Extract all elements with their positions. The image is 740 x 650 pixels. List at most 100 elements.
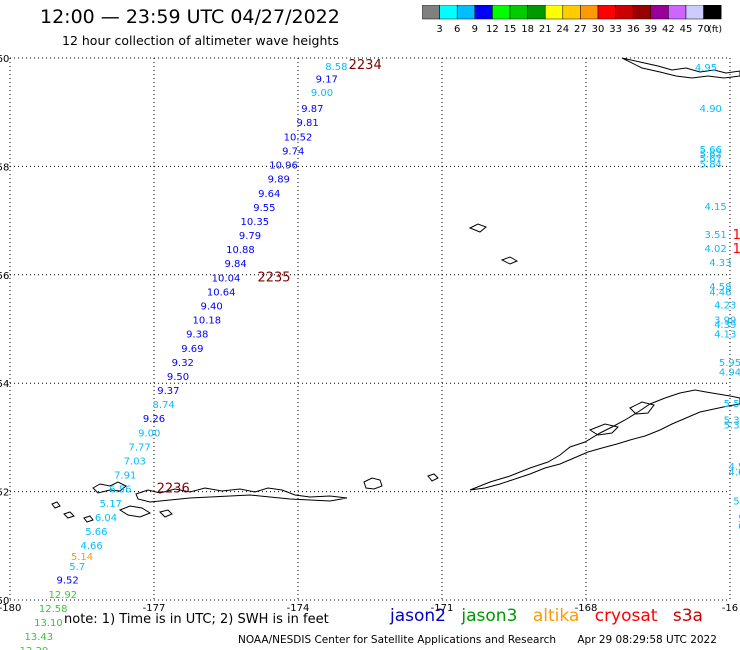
colorbar-label: 36: [627, 24, 640, 35]
units-note: note: 1) Time is in UTC; 2) SWH is in fe…: [64, 612, 329, 627]
wave-height-value: 5.36: [724, 415, 740, 426]
legend-altika: altika: [532, 606, 580, 626]
wave-height-value: 9.74: [282, 146, 304, 157]
lon-tick-label: -180: [0, 603, 21, 614]
satellite-legend: jason2 jason3 altika cryosat s3a: [390, 606, 713, 626]
wave-height-value: 5.17: [100, 499, 122, 510]
colorbar-label: 70: [697, 24, 710, 35]
coastline-islet-a: [51, 501, 61, 509]
coastline-layer: [51, 57, 740, 523]
wave-height-value: 9.32: [172, 358, 194, 369]
colorbar-label: 27: [574, 24, 587, 35]
lat-tick-label: 50: [0, 596, 9, 607]
wave-height-value: 10.88: [226, 245, 255, 256]
credit-line: NOAA/NESDIS Center for Satellite Applica…: [238, 634, 717, 646]
coastline-st-matthew: [621, 57, 740, 79]
lon-tick-label: -171: [431, 603, 454, 614]
legend-cryosat: cryosat: [594, 606, 658, 626]
coastline-islet-c: [83, 515, 94, 523]
wave-height-value: 5.66: [700, 145, 722, 156]
coastline-pribilof-a: [468, 223, 487, 233]
colorbar-label: 24: [556, 24, 569, 35]
wave-height-value: 9.84: [224, 259, 246, 270]
wave-height-value: 4.33: [709, 258, 731, 269]
colorbar-label: 21: [539, 24, 552, 35]
wave-height-value: 4.58: [709, 282, 731, 293]
pass-time-label: 1433: [733, 228, 740, 243]
wave-height-value: 9.69: [181, 344, 203, 355]
wave-height-value: 3.99: [714, 316, 736, 327]
wave-height-value: 9.89: [268, 175, 290, 186]
coastline-andreanof: [118, 505, 152, 518]
wave-height-value: 4.15: [704, 202, 726, 213]
coastline-alaska-peninsula: [469, 389, 740, 491]
colorbar-unit: (ft): [708, 25, 722, 35]
legend-s3a: s3a: [672, 606, 703, 626]
wave-height-value: 7.77: [128, 442, 150, 453]
colorbar-swatch: [703, 5, 722, 20]
wave-height-value: 9.52: [56, 576, 78, 587]
coastline-islet-e: [363, 477, 383, 490]
wave-height-value: 10.04: [212, 273, 241, 284]
colorbar-label: 33: [609, 24, 622, 35]
colorbar-label: 18: [521, 24, 534, 35]
wave-height-value: 9.38: [186, 330, 208, 341]
colorbar-label: 42: [662, 24, 675, 35]
colorbar-label: 15: [504, 24, 517, 35]
wave-height-value: 10.52: [284, 132, 313, 143]
wave-height-value: 9.64: [258, 189, 280, 200]
colorbar-label: 12: [486, 24, 499, 35]
colorbar-label: 9: [472, 24, 478, 35]
wave-height-colorbar: 3 6 9 12 15 18 21 24 27 30 33 36 39 42 45 70(ft): [422, 5, 722, 35]
wave-height-value: 13.10: [34, 618, 63, 629]
wave-height-value: 4.90: [700, 104, 722, 115]
map-subtitle: 12 hour collection of altimeter wave hei…: [62, 33, 339, 48]
lat-tick-label: 58: [0, 162, 9, 173]
lat-tick-label: 56: [0, 271, 9, 282]
wave-height-value: 5.59: [733, 497, 740, 508]
wave-height-value: 5.14: [71, 552, 93, 563]
colorbar-label: 30: [592, 24, 605, 35]
wave-height-value: 9.55: [253, 203, 275, 214]
wave-height-value: 5.7: [69, 562, 85, 573]
wave-height-value: 9.00: [138, 428, 160, 439]
pass-time-labels: 2234223522362237143314331414: [157, 58, 740, 497]
wave-height-value: 6.09: [738, 522, 740, 533]
pass-time-label: 2235: [257, 270, 290, 285]
wave-height-value: 8.58: [325, 62, 347, 73]
wave-height-value: 7.03: [124, 457, 146, 468]
wave-height-value: 12.58: [39, 604, 68, 615]
coastline-islet-b: [63, 511, 75, 519]
wave-height-value: 4.39: [714, 320, 736, 331]
wave-height-value: 4.13: [714, 330, 736, 341]
lon-tick-label: -174: [287, 603, 310, 614]
wave-height-value: 9.40: [200, 301, 222, 312]
lon-tick-label: -168: [575, 603, 598, 614]
wave-height-value: 10.35: [240, 217, 269, 228]
colorbar-label: 6: [454, 24, 460, 35]
pass-time-label: 1433: [733, 242, 740, 257]
wave-height-value: 4.56: [728, 462, 740, 473]
wave-height-value: 5.67: [700, 154, 722, 165]
pass-time-label: 2234: [349, 58, 382, 73]
lat-tick-label: 54: [0, 379, 9, 390]
wave-height-value: 5.84: [700, 159, 722, 170]
wave-height-value: 4.02: [704, 244, 726, 255]
wave-height-value: 5.54: [724, 399, 740, 410]
wave-height-value: 9.87: [301, 104, 323, 115]
generated-timestamp: Apr 29 08:29:58 UTC 2022: [577, 634, 717, 646]
wave-height-value: 10.64: [207, 287, 236, 298]
coastline-rat-islands: [135, 487, 348, 503]
wave-height-value: 9.00: [311, 88, 333, 99]
wave-height-value: 9.37: [157, 386, 179, 397]
wave-height-value: 4.46: [709, 287, 731, 298]
coastline-unimak: [588, 423, 619, 436]
wave-height-value: 5.30: [724, 421, 740, 432]
colorbar-label: 45: [680, 24, 693, 35]
pass-time-label: 2236: [157, 482, 190, 497]
wave-height-value: 7.91: [114, 471, 136, 482]
lon-tick-label: -16: [722, 603, 738, 614]
wave-height-value: 10.18: [192, 316, 221, 327]
wave-height-value: 9.17: [316, 74, 338, 85]
